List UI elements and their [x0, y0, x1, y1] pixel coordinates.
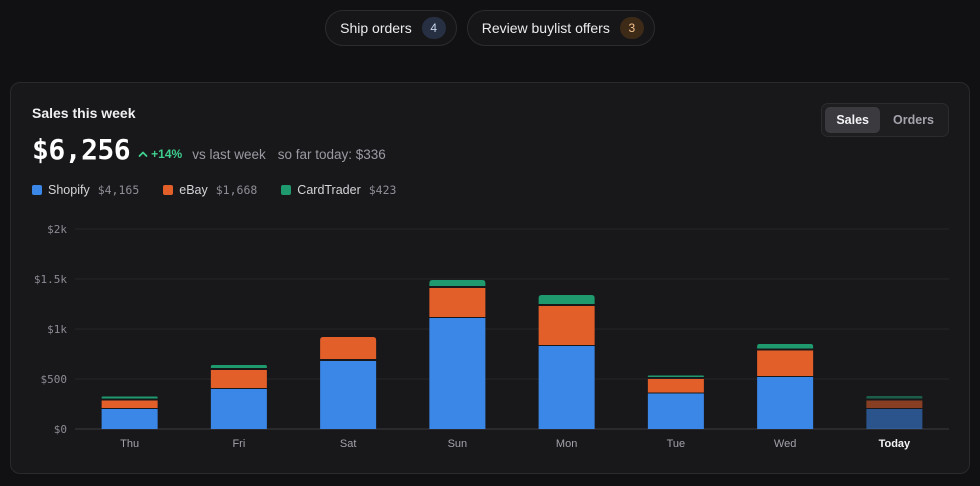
- legend-amount: $1,668: [215, 183, 258, 197]
- card-title: Sales this week: [32, 105, 136, 121]
- legend-label: Shopify: [48, 183, 90, 197]
- legend-item-cardtrader[interactable]: CardTrader $423: [281, 183, 396, 197]
- bar-segment-cardtrader: [538, 295, 595, 304]
- y-tick-label: $2k: [47, 223, 67, 236]
- bar-segment-cardtrader: [210, 365, 267, 368]
- bar-segment-shopify: [538, 346, 595, 429]
- toggle-orders[interactable]: Orders: [893, 113, 934, 127]
- bar-segment-shopify: [101, 409, 158, 429]
- bar-segment-ebay: [647, 379, 704, 393]
- bar-segment-ebay: [429, 288, 486, 317]
- ship-orders-count-badge: 4: [421, 17, 446, 39]
- review-buylist-label: Review buylist offers: [481, 20, 610, 36]
- ship-orders-label: Ship orders: [340, 20, 412, 36]
- legend-label: eBay: [179, 183, 208, 197]
- y-tick-label: $500: [41, 373, 68, 386]
- bar-segment-ebay: [538, 306, 595, 345]
- bar-segment-ebay: [210, 370, 267, 388]
- review-buylist-button[interactable]: Review buylist offers 3: [466, 10, 655, 46]
- bar-segment-shopify: [429, 318, 486, 429]
- legend-swatch-shopify: [32, 185, 42, 195]
- bar-group-today[interactable]: [866, 396, 923, 429]
- review-buylist-count-badge: 3: [619, 17, 644, 39]
- bar-segment-shopify: [210, 389, 267, 429]
- bar-segment-shopify: [757, 377, 814, 429]
- bar-group-wed[interactable]: [757, 344, 814, 429]
- x-tick-label: Fri: [232, 438, 245, 450]
- change-percent: +14%: [151, 147, 183, 161]
- bar-group-sat[interactable]: [320, 337, 377, 429]
- bar-segment-cardtrader: [429, 280, 486, 286]
- comparison-label: vs last week: [192, 147, 266, 162]
- ship-orders-button[interactable]: Ship orders 4: [325, 10, 457, 46]
- bar-segment-shopify: [866, 409, 923, 429]
- legend-swatch-ebay: [163, 185, 174, 195]
- chart-legend: Shopify $4,165 eBay $1,668 CardTrader $4…: [32, 183, 396, 197]
- bar-segment-ebay: [101, 400, 158, 408]
- today-sales-label: so far today: $336: [277, 147, 386, 162]
- sales-card: Sales this week $6,256 +14% vs last week…: [10, 82, 970, 474]
- change-indicator: +14%: [138, 147, 182, 161]
- x-tick-label: Wed: [774, 438, 796, 450]
- bar-segment-cardtrader: [101, 396, 158, 399]
- sales-total: $6,256: [32, 133, 131, 166]
- legend-amount: $4,165: [97, 183, 140, 197]
- bar-segment-ebay: [757, 350, 814, 376]
- x-tick-label: Sun: [448, 438, 468, 450]
- bar-segment-cardtrader: [866, 396, 923, 399]
- bar-segment-ebay: [320, 337, 377, 359]
- x-tick-label: Sat: [340, 438, 357, 450]
- metric-toggle: Sales Orders: [821, 103, 949, 137]
- bar-segment-shopify: [320, 361, 377, 429]
- y-tick-label: $1.5k: [34, 273, 67, 286]
- y-tick-label: $1k: [47, 323, 67, 336]
- bar-group-sun[interactable]: [429, 280, 486, 429]
- bar-segment-shopify: [647, 393, 704, 429]
- legend-label: CardTrader: [297, 183, 361, 197]
- bar-segment-ebay: [866, 400, 923, 408]
- legend-item-ebay[interactable]: eBay $1,668: [163, 183, 257, 197]
- bar-segment-cardtrader: [757, 344, 814, 349]
- x-tick-label: Tue: [667, 438, 686, 450]
- bar-segment-cardtrader: [647, 375, 704, 377]
- legend-item-shopify[interactable]: Shopify $4,165: [32, 183, 139, 197]
- legend-amount: $423: [368, 183, 397, 197]
- x-tick-label: Today: [879, 438, 911, 450]
- bar-group-fri[interactable]: [210, 365, 267, 429]
- trend-up-icon: [138, 151, 148, 157]
- bar-group-tue[interactable]: [647, 375, 704, 430]
- sales-headline: $6,256 +14% vs last week so far today: $…: [32, 133, 386, 166]
- y-tick-label: $0: [54, 423, 67, 436]
- bar-group-mon[interactable]: [538, 295, 595, 429]
- quick-actions: Ship orders 4 Review buylist offers 3: [0, 10, 980, 46]
- x-tick-label: Thu: [120, 438, 139, 450]
- bar-group-thu[interactable]: [101, 396, 158, 430]
- toggle-sales[interactable]: Sales: [825, 107, 880, 133]
- x-tick-label: Mon: [556, 438, 577, 450]
- legend-swatch-cardtrader: [281, 185, 292, 195]
- sales-bar-chart: $0 $500 $1k $1.5k $2k Thu Fri Sat Sun Mon Tue Wed To…: [34, 223, 949, 450]
